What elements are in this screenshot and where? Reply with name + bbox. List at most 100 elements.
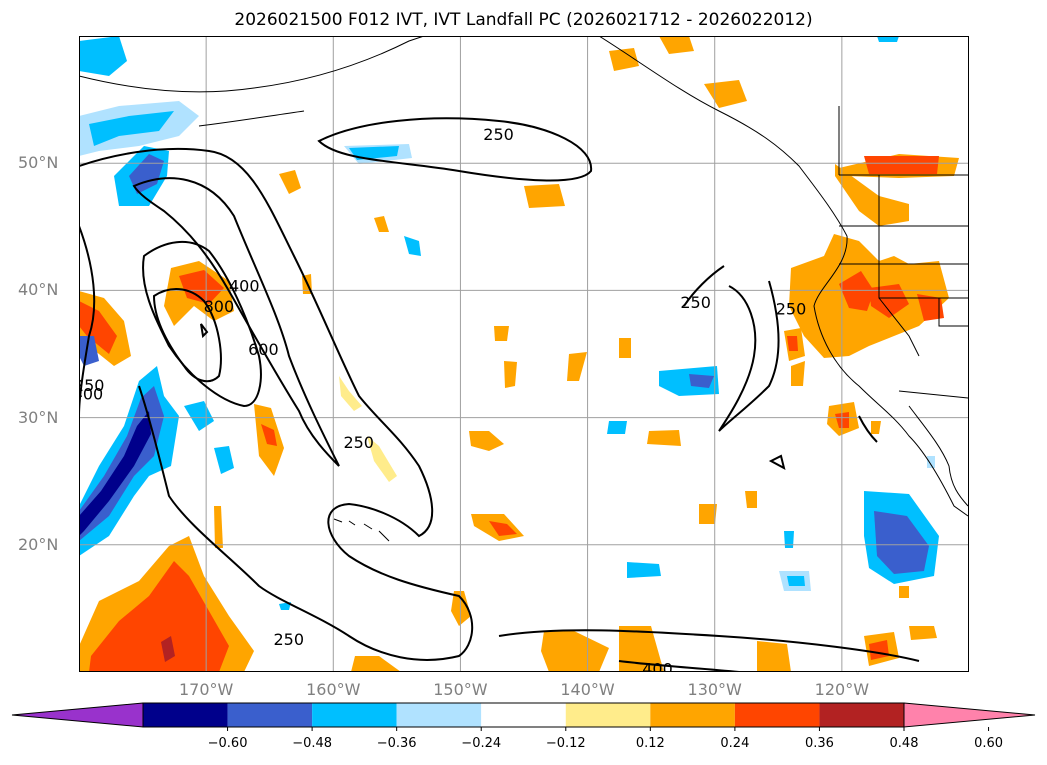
shade-region — [451, 591, 471, 626]
shade-region — [504, 361, 517, 388]
shading-negative — [79, 36, 939, 610]
colorbar-cell — [565, 703, 651, 727]
contour-label: 400 — [79, 385, 103, 404]
shade-region — [567, 352, 587, 381]
contour-label: 250 — [79, 376, 104, 395]
map-canvas: 250250250250250250400400400600800 — [79, 36, 969, 672]
colorbar-tick-label: 0.36 — [804, 736, 834, 751]
shade-region — [367, 436, 397, 482]
coastline-baja — [908, 405, 969, 507]
colorbar-tick-label: −0.36 — [376, 736, 417, 751]
coastline-westcoast — [813, 235, 969, 517]
colorbar-cell — [312, 703, 397, 727]
shade-region — [619, 626, 664, 672]
shade-region — [627, 562, 661, 578]
contour-label: 250 — [680, 293, 711, 312]
shade-region — [757, 641, 791, 672]
shade-region — [79, 336, 99, 366]
coastline-aleutian — [198, 110, 305, 127]
contour-labels: 250250250250250250400400400600800 — [79, 125, 807, 672]
lon-label-130w: 130°W — [687, 680, 742, 699]
shade-region — [541, 631, 609, 672]
shade-region — [659, 36, 694, 54]
shade-region — [647, 430, 681, 446]
shade-region — [79, 411, 151, 536]
shade-region — [161, 636, 175, 662]
shade-region — [835, 164, 909, 226]
shade-region — [877, 36, 899, 42]
contour-800 — [152, 288, 222, 383]
colorbar-tick-label: 0.60 — [974, 736, 1004, 751]
colorbar-cell — [819, 703, 904, 727]
shade-region — [659, 366, 719, 396]
shading-positive — [79, 36, 959, 672]
colorbar-tick-label: 0.24 — [720, 736, 750, 751]
shade-region — [787, 576, 805, 586]
contour-400 — [132, 177, 340, 467]
map-panel: 250250250250250250400400400600800 — [79, 36, 969, 672]
contour-250-west — [79, 225, 96, 417]
shade-region — [704, 80, 747, 108]
shade-region — [349, 146, 399, 160]
contour-400-south — [618, 660, 740, 672]
shade-region — [784, 531, 794, 548]
shade-region — [89, 561, 229, 672]
lon-label-170w: 170°W — [178, 680, 234, 699]
border-state-5 — [878, 297, 920, 357]
map-title: 2026021500 F012 IVT, IVT Landfall PC (20… — [234, 10, 813, 30]
contour-small-1 — [768, 454, 786, 470]
shade-region — [489, 521, 517, 536]
shade-region — [179, 270, 224, 304]
contour-label: 250 — [483, 125, 514, 144]
lat-label-20n: 20°N — [18, 534, 59, 554]
shade-region — [909, 626, 937, 640]
shade-region — [899, 586, 909, 598]
shade-region — [184, 401, 214, 431]
shade-region — [609, 48, 639, 71]
contour-250-east — [683, 265, 780, 432]
shade-region — [607, 421, 627, 434]
colorbar-cell — [481, 703, 566, 727]
shade-region — [469, 431, 504, 451]
contour-label: 250 — [274, 630, 305, 649]
shade-region — [839, 271, 874, 311]
contour-label: 600 — [248, 340, 279, 359]
lon-label-120w: 120°W — [814, 680, 870, 699]
colorbar-cell — [143, 703, 228, 727]
shade-region — [787, 336, 798, 351]
shade-region — [494, 326, 509, 341]
contour-label: 800 — [204, 297, 235, 316]
coastline-alaska-gulf — [598, 36, 848, 237]
shade-region — [699, 504, 717, 524]
contour-label: 250 — [776, 299, 807, 318]
colorbar-outline — [142, 702, 905, 728]
colorbar-cell — [396, 703, 482, 727]
colorbar-tick-label: 0.48 — [889, 736, 919, 751]
colorbar-cell — [227, 703, 313, 727]
contour-250-north — [317, 117, 593, 182]
colorbar-tick-label: 0.12 — [635, 736, 665, 751]
lat-label-50n: 50°N — [18, 153, 59, 173]
lon-label-160w: 160°W — [306, 680, 361, 699]
colorbar-tick-label: −0.12 — [545, 736, 586, 751]
shade-region — [927, 456, 935, 468]
contour-label: 250 — [343, 433, 374, 452]
graticule — [79, 36, 969, 672]
shade-region — [374, 216, 389, 232]
colorbar-extend-min — [11, 702, 144, 728]
colorbar-cell — [734, 703, 820, 727]
shade-region — [351, 656, 401, 672]
colorbar-cell — [650, 703, 735, 727]
lon-label-140w: 140°W — [560, 680, 615, 699]
shade-region — [79, 36, 127, 76]
shade-region — [404, 236, 421, 256]
lat-label-40n: 40°N — [18, 280, 59, 300]
shade-region — [874, 511, 929, 574]
contour-inner — [200, 323, 209, 339]
colorbar-tick-label: −0.60 — [207, 736, 248, 751]
shade-region — [864, 156, 939, 174]
border-mexico — [898, 390, 969, 399]
shade-region — [279, 170, 301, 194]
hawaii-islands — [333, 518, 390, 542]
shade-region — [689, 374, 714, 388]
